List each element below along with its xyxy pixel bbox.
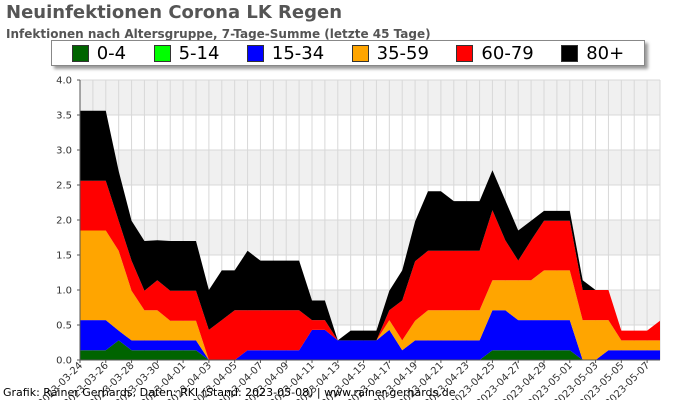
y-tick-label: 1.0 xyxy=(56,286,72,297)
legend-label: 60-79 xyxy=(481,42,534,64)
legend-label: 5-14 xyxy=(178,42,220,64)
legend-swatch xyxy=(246,44,264,62)
legend-swatch xyxy=(71,44,89,62)
y-tick-label: 1.5 xyxy=(56,251,72,262)
legend-item-80+: 80+ xyxy=(561,43,624,64)
legend-swatch xyxy=(561,44,579,62)
legend: 0-4 5-14 15-34 35-59 60-79 80+ xyxy=(51,40,645,66)
series-area-15-34 xyxy=(80,310,660,360)
legend-label: 35-59 xyxy=(376,42,429,64)
legend-swatch xyxy=(351,44,369,62)
series-area-35-59 xyxy=(80,230,660,360)
legend-label: 15-34 xyxy=(271,42,325,64)
y-tick-label: 3.0 xyxy=(56,146,72,157)
legend-swatch xyxy=(153,44,171,62)
series-area-60-79 xyxy=(80,180,660,360)
grid-band xyxy=(80,150,660,185)
legend-item-5-14: 5-14 xyxy=(153,42,220,64)
footer-credit: Grafik: Rainer Gerhards, Daten: RKI (Sta… xyxy=(3,386,456,399)
y-tick-label: 0.0 xyxy=(56,356,72,367)
series-area-80+ xyxy=(80,110,660,341)
legend-label: 0-4 xyxy=(96,42,127,64)
y-tick-label: 3.5 xyxy=(56,111,72,122)
y-tick-label: 2.0 xyxy=(56,216,72,227)
series-area-0-4 xyxy=(80,340,660,360)
y-tick-label: 2.5 xyxy=(56,181,72,192)
chart-title: Neuinfektionen Corona LK Regen xyxy=(6,2,343,23)
legend-swatch xyxy=(456,44,474,62)
y-tick-label: 0.5 xyxy=(56,321,72,332)
legend-item-35-59: 35-59 xyxy=(351,42,429,64)
legend-item-60-79: 60-79 xyxy=(456,42,534,64)
legend-item-15-34: 15-34 xyxy=(246,42,325,64)
legend-item-0-4: 0-4 xyxy=(71,42,127,64)
grid-band xyxy=(80,80,660,115)
legend-label: 80+ xyxy=(586,42,625,64)
y-tick-label: 4.0 xyxy=(56,76,72,87)
chart-subtitle: Infektionen nach Altersgruppe, 7-Tage-Su… xyxy=(6,27,431,41)
